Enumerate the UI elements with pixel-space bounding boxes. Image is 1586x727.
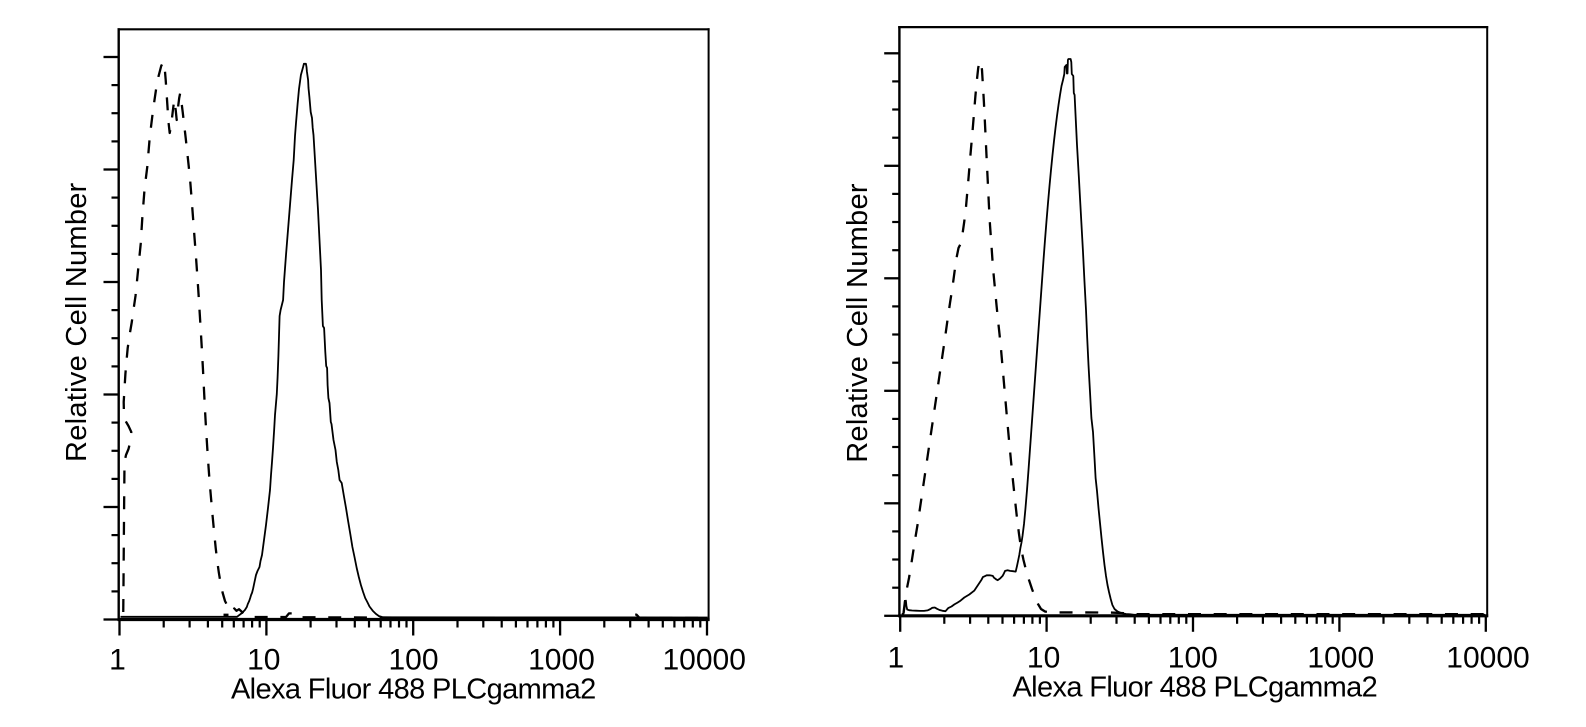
- svg-text:10: 10: [247, 643, 280, 676]
- svg-text:Relative Cell Number: Relative Cell Number: [842, 183, 874, 463]
- svg-text:10: 10: [1027, 642, 1060, 675]
- svg-text:Alexa Fluor 488 PLCgamma2: Alexa Fluor 488 PLCgamma2: [1012, 671, 1377, 703]
- svg-text:Relative Cell Number: Relative Cell Number: [61, 182, 93, 462]
- svg-text:Alexa Fluor 488 PLCgamma2: Alexa Fluor 488 PLCgamma2: [231, 673, 596, 705]
- svg-text:1000: 1000: [1307, 642, 1374, 675]
- svg-text:100: 100: [388, 643, 438, 676]
- svg-text:100: 100: [1168, 642, 1218, 675]
- svg-text:1: 1: [109, 643, 126, 676]
- svg-text:10000: 10000: [1446, 642, 1529, 675]
- svg-text:1000: 1000: [528, 643, 595, 676]
- svg-text:10000: 10000: [662, 643, 745, 676]
- svg-text:1: 1: [887, 642, 904, 675]
